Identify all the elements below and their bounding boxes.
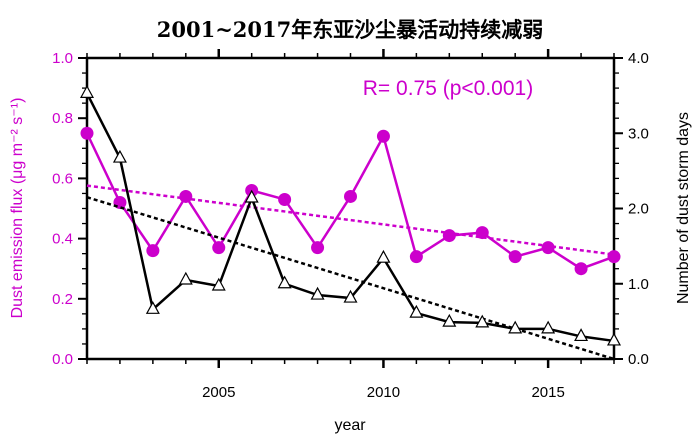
dust-flux-point (80, 126, 94, 140)
chart-title: 2001~2017年东亚沙尘暴活动持续减弱 (157, 17, 544, 42)
y-axis-left-label: Dust emission flux (μg m⁻² s⁻¹) (9, 98, 26, 319)
y-left-tick-label: 0.0 (52, 351, 73, 368)
y-right-tick-label: 3.0 (628, 125, 649, 142)
plot-frame (85, 56, 616, 361)
y-left-tick-label: 0.2 (52, 291, 73, 308)
dust-flux-point (409, 250, 423, 264)
storm-days-point (475, 314, 490, 328)
dust-flux-point (311, 241, 325, 255)
x-tick-label: 2005 (202, 384, 235, 401)
y-left-tick-label: 0.4 (52, 231, 73, 248)
dust-flux-point (475, 226, 489, 240)
dust-flux-point (607, 250, 621, 264)
storm-days-point (343, 289, 358, 303)
storm-days-point (211, 277, 226, 291)
dust-flux-point (344, 189, 357, 203)
y-right-tick-label: 1.0 (628, 276, 649, 293)
correlation-annotation: R= 0.75 (p<0.001) (363, 77, 533, 100)
y-right-tick-label: 4.0 (628, 50, 649, 67)
dust-flux-point (179, 189, 193, 203)
dust-flux-point (442, 229, 456, 243)
x-tick-label: 2015 (531, 384, 564, 401)
y-right-tick-label: 2.0 (628, 201, 649, 218)
storm-days-point (310, 286, 325, 300)
dust-flux-point (146, 244, 160, 258)
storm-days-point (574, 328, 589, 342)
y-left-tick-label: 0.8 (52, 110, 73, 127)
storm-days-point (244, 189, 259, 203)
x-tick-label: 2010 (367, 384, 400, 401)
storm-days-point (376, 249, 391, 263)
storm-days-point (145, 301, 160, 314)
dust-flux-point (541, 241, 555, 255)
y-right-tick-label: 0.0 (628, 351, 649, 368)
storm-days-point (606, 332, 622, 346)
y-axis-right-label: Number of dust storm days (675, 112, 692, 304)
storm-days-point (442, 313, 457, 327)
dust-flux-point (508, 250, 522, 264)
storm-days-point (508, 320, 523, 334)
dust-flux-point (212, 241, 226, 255)
storm-days-point (112, 149, 127, 163)
storm-days-point (409, 304, 424, 318)
storm-days-trend-line (86, 196, 615, 361)
dust-flux-point (278, 192, 292, 206)
x-axis-label: year (334, 417, 366, 434)
y-left-tick-label: 1.0 (52, 50, 73, 67)
storm-days-line (85, 92, 615, 343)
y-left-tick-label: 0.6 (52, 170, 73, 187)
storm-days-point (277, 275, 292, 289)
dust-flux-trend-line (86, 184, 615, 256)
storm-days-point (541, 320, 556, 334)
storm-days-point (79, 85, 95, 98)
dust-flux-point (376, 129, 390, 143)
dust-flux-point (574, 262, 588, 276)
storm-days-point (178, 271, 193, 285)
